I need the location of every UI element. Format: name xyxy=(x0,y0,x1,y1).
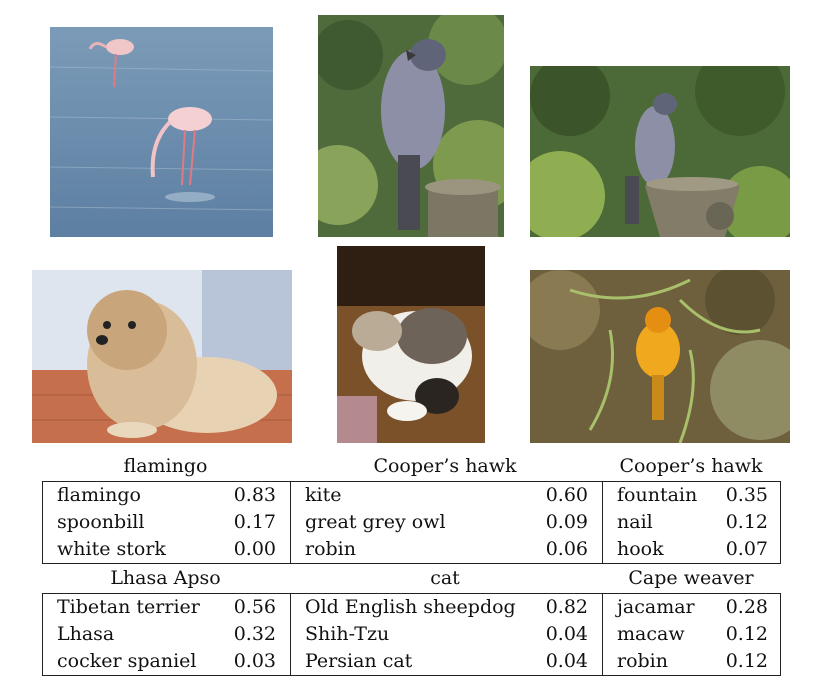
prediction-cell: fountain 0.35 nail 0.12 hook 0.07 xyxy=(602,482,782,563)
caption-title: Lhasa Apso xyxy=(110,567,221,589)
probability-value: 0.82 xyxy=(545,596,588,618)
prediction-row: nail 0.12 xyxy=(617,509,768,536)
class-label: cocker spaniel xyxy=(57,650,197,672)
prediction-row: kite 0.60 xyxy=(305,482,588,509)
prediction-row: jacamar 0.28 xyxy=(617,594,768,621)
probability-value: 0.07 xyxy=(725,538,768,560)
prediction-row: cocker spaniel 0.03 xyxy=(57,648,276,675)
prediction-table: flamingo 0.83 spoonbill 0.17 white stork 0.… xyxy=(42,481,781,564)
caption-title: Cooper’s hawk xyxy=(373,455,517,477)
class-label: Shih-Tzu xyxy=(305,623,390,645)
prediction-row: Shih-Tzu 0.04 xyxy=(305,621,588,648)
probability-value: 0.04 xyxy=(545,623,588,645)
prediction-row: spoonbill 0.17 xyxy=(57,509,276,536)
class-label: great grey owl xyxy=(305,511,446,533)
prediction-row: fountain 0.35 xyxy=(617,482,768,509)
class-label: robin xyxy=(617,650,668,672)
dog-photo xyxy=(32,270,292,443)
class-label: spoonbill xyxy=(57,511,145,533)
class-label: Old English sheepdog xyxy=(305,596,516,618)
probability-value: 0.56 xyxy=(233,596,276,618)
class-label: Persian cat xyxy=(305,650,413,672)
flamingo-photo xyxy=(50,27,273,237)
prediction-row: Tibetan terrier 0.56 xyxy=(57,594,276,621)
prediction-cell: kite 0.60 great grey owl 0.09 robin 0.06 xyxy=(290,482,602,563)
probability-value: 0.06 xyxy=(545,538,588,560)
weaver-photo xyxy=(530,270,790,443)
class-label: Tibetan terrier xyxy=(57,596,200,618)
class-label: jacamar xyxy=(617,596,695,618)
probability-value: 0.12 xyxy=(725,511,768,533)
class-label: kite xyxy=(305,484,342,506)
probability-value: 0.35 xyxy=(725,484,768,506)
probability-value: 0.28 xyxy=(725,596,768,618)
class-label: Lhasa xyxy=(57,623,115,645)
class-label: white stork xyxy=(57,538,166,560)
class-label: nail xyxy=(617,511,653,533)
prediction-table: Tibetan terrier 0.56 Lhasa 0.32 cocker spa… xyxy=(42,593,781,676)
prediction-cell: jacamar 0.28 macaw 0.12 robin 0.12 xyxy=(602,594,782,675)
prediction-row: flamingo 0.83 xyxy=(57,482,276,509)
hawk-photo-wide xyxy=(530,66,790,237)
caption-title: cat xyxy=(430,567,460,589)
caption-title: Cape weaver xyxy=(628,567,754,589)
probability-value: 0.04 xyxy=(545,650,588,672)
probability-value: 0.03 xyxy=(233,650,276,672)
prediction-row: robin 0.12 xyxy=(617,648,768,675)
probability-value: 0.09 xyxy=(545,511,588,533)
caption-title: flamingo xyxy=(123,455,208,477)
probability-value: 0.60 xyxy=(545,484,588,506)
class-label: robin xyxy=(305,538,356,560)
prediction-row: hook 0.07 xyxy=(617,536,768,563)
class-label: hook xyxy=(617,538,664,560)
prediction-row: robin 0.06 xyxy=(305,536,588,563)
prediction-cell: Old English sheepdog 0.82 Shih-Tzu 0.04 Pe… xyxy=(290,594,602,675)
probability-value: 0.32 xyxy=(233,623,276,645)
class-label: macaw xyxy=(617,623,685,645)
probability-value: 0.00 xyxy=(233,538,276,560)
caption-title: Cooper’s hawk xyxy=(619,455,763,477)
prediction-row: Old English sheepdog 0.82 xyxy=(305,594,588,621)
cat-photo xyxy=(337,246,485,443)
prediction-cell: Tibetan terrier 0.56 Lhasa 0.32 cocker spa… xyxy=(43,594,290,675)
class-label: flamingo xyxy=(57,484,141,506)
probability-value: 0.12 xyxy=(725,623,768,645)
prediction-row: white stork 0.00 xyxy=(57,536,276,563)
probability-value: 0.12 xyxy=(725,650,768,672)
probability-value: 0.83 xyxy=(233,484,276,506)
prediction-row: macaw 0.12 xyxy=(617,621,768,648)
prediction-row: great grey owl 0.09 xyxy=(305,509,588,536)
class-label: fountain xyxy=(617,484,698,506)
probability-value: 0.17 xyxy=(233,511,276,533)
hawk-photo-closeup xyxy=(318,15,504,237)
prediction-row: Persian cat 0.04 xyxy=(305,648,588,675)
prediction-cell: flamingo 0.83 spoonbill 0.17 white stork 0.… xyxy=(43,482,290,563)
prediction-row: Lhasa 0.32 xyxy=(57,621,276,648)
